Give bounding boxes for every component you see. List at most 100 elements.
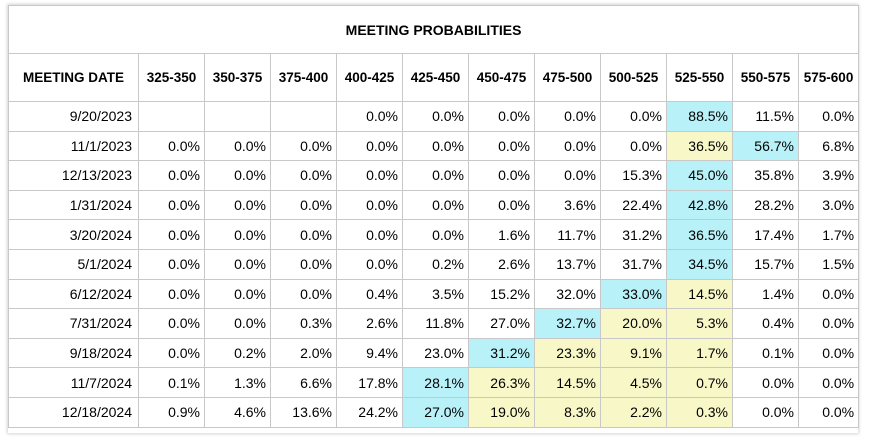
probability-cell: 0.2% bbox=[204, 337, 271, 369]
column-header-350-375: 350-375 bbox=[204, 53, 271, 102]
column-header-425-450: 425-450 bbox=[402, 53, 469, 102]
probability-cell: 22.4% bbox=[600, 189, 667, 221]
probability-cell: 0.9% bbox=[138, 396, 205, 428]
probability-cell: 24.2% bbox=[336, 396, 403, 428]
column-header-525-550: 525-550 bbox=[666, 53, 733, 102]
probability-cell: 0.0% bbox=[402, 130, 469, 162]
probability-cell: 2.6% bbox=[468, 248, 535, 280]
probability-cell: 14.5% bbox=[666, 278, 733, 310]
probability-cell: 3.0% bbox=[797, 189, 860, 221]
probability-cell: 0.0% bbox=[468, 130, 535, 162]
probability-cell: 0.0% bbox=[797, 278, 860, 310]
column-header-row: MEETING DATE 325-350 350-375 375-400 400-425… bbox=[8, 53, 860, 102]
probability-cell: 0.0% bbox=[468, 160, 535, 191]
probability-cell: 26.3% bbox=[468, 367, 535, 398]
probability-cell: 0.0% bbox=[797, 337, 860, 369]
probability-cell: 13.6% bbox=[270, 396, 337, 428]
probability-cell: 0.0% bbox=[797, 367, 860, 398]
probability-cell: 0.1% bbox=[138, 367, 205, 398]
probability-cell: 2.6% bbox=[336, 308, 403, 339]
meeting-date-cell: 1/31/2024 bbox=[8, 189, 139, 221]
probability-cell: 9.4% bbox=[336, 337, 403, 369]
column-header-325-350: 325-350 bbox=[138, 53, 205, 102]
probability-cell: 0.0% bbox=[468, 101, 535, 132]
probability-cell: 1.7% bbox=[666, 337, 733, 369]
probability-cell: 0.0% bbox=[204, 219, 271, 250]
probability-cell: 0.0% bbox=[204, 278, 271, 310]
table-row: 9/20/2023 0.0% 0.0% 0.0% 0.0% 0.0% 88.5% 11.5% 0… bbox=[8, 101, 860, 132]
probability-cell: 0.0% bbox=[270, 219, 337, 250]
probability-cell bbox=[138, 101, 205, 132]
probability-cell: 0.0% bbox=[270, 130, 337, 162]
column-header-500-525: 500-525 bbox=[600, 53, 667, 102]
table-row: 3/20/2024 0.0% 0.0% 0.0% 0.0% 0.0% 1.6% 11.7% 31… bbox=[8, 219, 860, 250]
meeting-date-cell: 9/20/2023 bbox=[8, 101, 139, 132]
probability-cell: 6.6% bbox=[270, 367, 337, 398]
probability-cell: 0.0% bbox=[402, 101, 469, 132]
probability-cell: 0.0% bbox=[336, 219, 403, 250]
probability-cell: 36.5% bbox=[666, 130, 733, 162]
meeting-date-cell: 11/1/2023 bbox=[8, 130, 139, 162]
probability-cell: 3.9% bbox=[797, 160, 860, 191]
table-row: 5/1/2024 0.0% 0.0% 0.0% 0.0% 0.2% 2.6% 13.7% 31.… bbox=[8, 248, 860, 280]
probability-cell: 4.5% bbox=[600, 367, 667, 398]
probability-cell: 27.0% bbox=[402, 396, 469, 428]
probability-cell: 88.5% bbox=[666, 101, 733, 132]
probability-cell: 0.0% bbox=[402, 219, 469, 250]
probability-cell: 0.2% bbox=[402, 248, 469, 280]
probability-cell: 0.4% bbox=[336, 278, 403, 310]
table-row: 9/18/2024 0.0% 0.2% 2.0% 9.4% 23.0% 31.2% 23.3%… bbox=[8, 337, 860, 369]
table-row: 6/12/2024 0.0% 0.0% 0.0% 0.4% 3.5% 15.2% 32.0% 3… bbox=[8, 278, 860, 310]
probability-cell: 2.2% bbox=[600, 396, 667, 428]
probability-cell: 0.3% bbox=[666, 396, 733, 428]
meeting-probabilities-table: MEETING PROBABILITIES MEETING DATE 325-35… bbox=[7, 5, 860, 428]
probability-cell: 0.0% bbox=[204, 308, 271, 339]
probability-cell: 11.5% bbox=[732, 101, 799, 132]
table-row: 11/1/2023 0.0% 0.0% 0.0% 0.0% 0.0% 0.0% 0.0% 0.0… bbox=[8, 130, 860, 162]
table-row: 7/31/2024 0.0% 0.0% 0.3% 2.6% 11.8% 27.0% 32.7%… bbox=[8, 308, 860, 339]
probability-cell: 0.0% bbox=[204, 130, 271, 162]
probability-cell: 15.7% bbox=[732, 248, 799, 280]
probability-cell: 0.0% bbox=[270, 160, 337, 191]
probability-cell: 0.4% bbox=[732, 308, 799, 339]
probability-cell: 11.7% bbox=[534, 219, 601, 250]
column-header-550-575: 550-575 bbox=[732, 53, 799, 102]
probability-cell: 31.2% bbox=[600, 219, 667, 250]
probability-cell bbox=[270, 101, 337, 132]
probability-cell: 0.0% bbox=[732, 396, 799, 428]
probability-cell: 32.0% bbox=[534, 278, 601, 310]
probability-cell: 17.8% bbox=[336, 367, 403, 398]
probability-cell: 0.0% bbox=[138, 189, 205, 221]
probability-cell: 27.0% bbox=[468, 308, 535, 339]
probability-cell: 0.0% bbox=[138, 160, 205, 191]
probability-cell: 19.0% bbox=[468, 396, 535, 428]
meeting-date-cell: 6/12/2024 bbox=[8, 278, 139, 310]
column-header-575-600: 575-600 bbox=[797, 53, 860, 102]
table-body: 9/20/2023 0.0% 0.0% 0.0% 0.0% 0.0% 88.5% 11.5% 0… bbox=[8, 101, 860, 428]
probability-cell: 36.5% bbox=[666, 219, 733, 250]
meeting-date-cell: 12/18/2024 bbox=[8, 396, 139, 428]
probability-cell: 0.0% bbox=[270, 248, 337, 280]
probability-cell: 1.6% bbox=[468, 219, 535, 250]
probability-cell: 0.1% bbox=[732, 337, 799, 369]
probability-cell: 11.8% bbox=[402, 308, 469, 339]
probability-cell: 0.0% bbox=[534, 101, 601, 132]
probability-cell: 0.0% bbox=[138, 278, 205, 310]
probability-cell: 0.0% bbox=[204, 160, 271, 191]
probability-cell: 0.7% bbox=[666, 367, 733, 398]
probability-cell: 0.0% bbox=[534, 160, 601, 191]
probability-cell: 0.0% bbox=[732, 367, 799, 398]
column-header-400-425: 400-425 bbox=[336, 53, 403, 102]
probability-cell: 0.0% bbox=[402, 160, 469, 191]
probability-cell: 0.0% bbox=[600, 101, 667, 132]
meeting-date-cell: 9/18/2024 bbox=[8, 337, 139, 369]
probability-cell: 15.3% bbox=[600, 160, 667, 191]
probability-cell: 34.5% bbox=[666, 248, 733, 280]
probability-cell: 31.7% bbox=[600, 248, 667, 280]
probability-cell: 45.0% bbox=[666, 160, 733, 191]
probability-cell: 0.0% bbox=[402, 189, 469, 221]
probability-cell: 5.3% bbox=[666, 308, 733, 339]
probability-cell: 0.0% bbox=[336, 130, 403, 162]
probability-cell: 0.0% bbox=[336, 160, 403, 191]
probability-cell: 4.6% bbox=[204, 396, 271, 428]
